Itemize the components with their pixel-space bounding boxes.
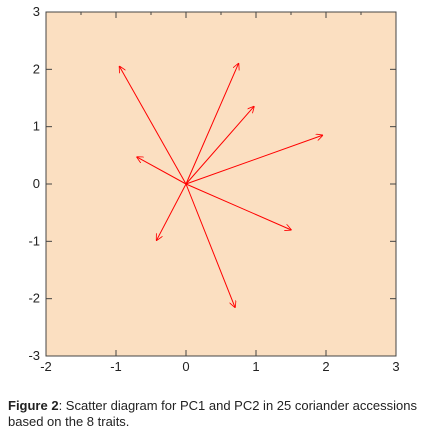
loading-vector-2 (185, 64, 239, 185)
y-tick-label: -3 (28, 348, 40, 363)
loading-vector-8 (185, 183, 235, 307)
loading-vector-3 (185, 107, 254, 185)
y-tick-label: 2 (33, 61, 40, 76)
loading-vector-7 (157, 183, 187, 240)
loading-vector-1 (120, 66, 187, 185)
x-tick-label: 1 (252, 359, 259, 374)
x-tick-label: 2 (322, 359, 329, 374)
loading-vector-6 (185, 183, 291, 230)
y-tick-label: 1 (33, 119, 40, 134)
x-tick-label: -2 (40, 359, 52, 374)
y-tick-label: -1 (28, 233, 40, 248)
plot-area (45, 11, 397, 357)
caption-label: Figure 2 (8, 398, 59, 413)
figure-caption: Figure 2: Scatter diagram for PC1 and PC… (8, 398, 423, 430)
y-tick-label: 0 (33, 176, 40, 191)
x-tick-label: -1 (110, 359, 122, 374)
loading-vectors (120, 64, 323, 308)
x-tick-label: 3 (392, 359, 399, 374)
axis-ticks (45, 11, 397, 357)
y-tick-label: 3 (33, 4, 40, 19)
x-tick-label: 0 (182, 359, 189, 374)
y-tick-label: -2 (28, 291, 40, 306)
loading-vector-4 (185, 135, 323, 185)
loading-vector-5 (137, 157, 187, 185)
caption-text: : Scatter diagram for PC1 and PC2 in 25 … (8, 398, 417, 429)
